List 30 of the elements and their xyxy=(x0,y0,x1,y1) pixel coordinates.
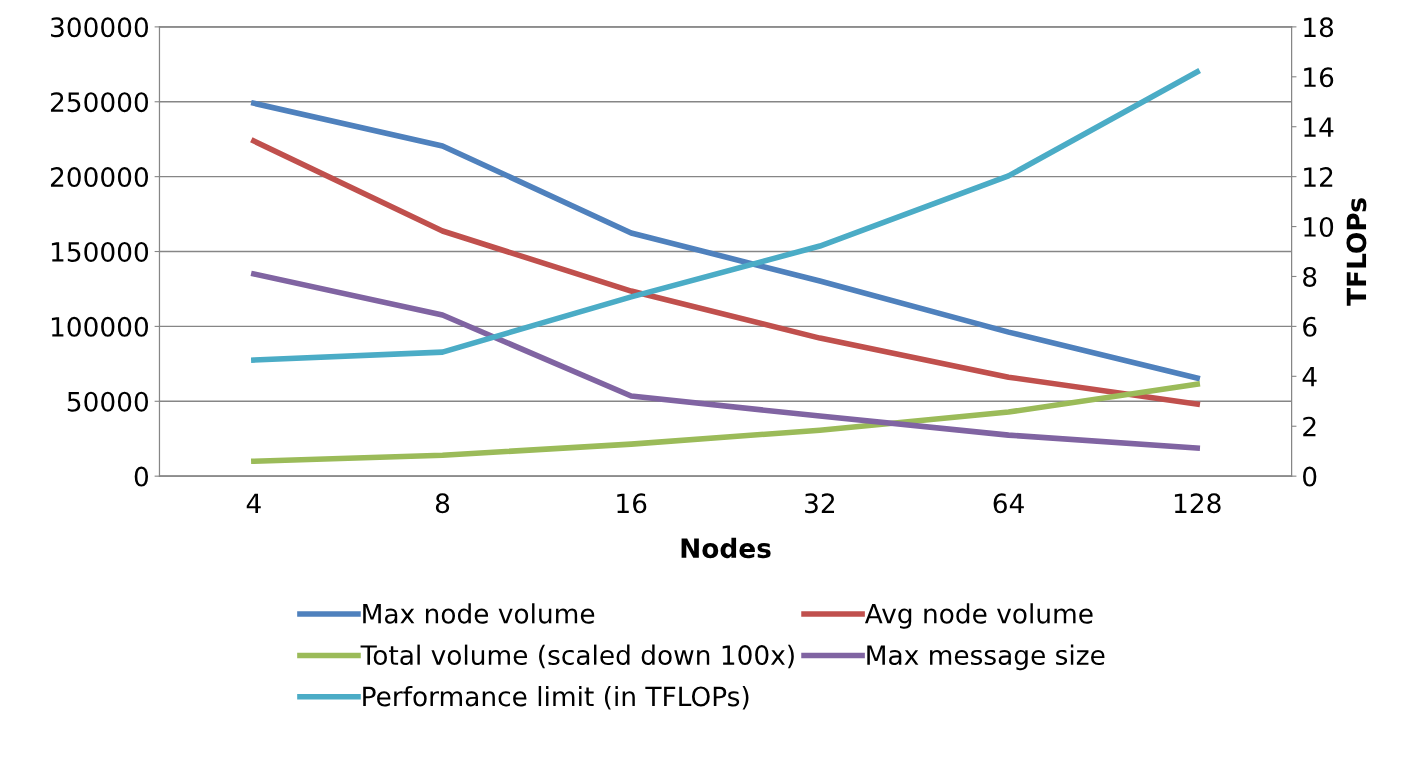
legend-label: Max message size xyxy=(867,644,1105,671)
y-tick-label: 300000 xyxy=(51,17,149,38)
y2-tick-label: 6 xyxy=(1303,316,1317,337)
y2-tick-label: 8 xyxy=(1303,266,1317,287)
y2-tick-label: 18 xyxy=(1304,17,1334,38)
x-tick-label: 8 xyxy=(435,493,450,514)
y-tick-label: 250000 xyxy=(50,92,149,113)
legend-label: Performance limit (in TFLOPs) xyxy=(363,685,749,710)
y2-tick-label: 16 xyxy=(1304,67,1334,88)
y2-tick-label: 14 xyxy=(1304,117,1334,137)
x-axis-title: Nodes xyxy=(681,537,771,559)
y-tick-label: 50000 xyxy=(67,391,149,412)
y-tick-label: 200000 xyxy=(50,167,149,188)
y2-tick-label: 12 xyxy=(1304,167,1333,187)
x-tick-label: 4 xyxy=(246,493,261,513)
y-tick-label: 100000 xyxy=(51,316,149,337)
y-tick-label: 150000 xyxy=(51,241,149,262)
x-tick-label: 16 xyxy=(617,493,647,514)
legend-label: Avg node volume xyxy=(864,603,1093,629)
y2-tick-label: 0 xyxy=(1303,466,1317,487)
x-tick-label: 128 xyxy=(1174,493,1221,514)
legend-label: Max node volume xyxy=(363,603,595,624)
y2-tick-label: 4 xyxy=(1302,367,1317,387)
y2-axis-title: TFLOPs xyxy=(1346,198,1367,306)
y2-tick-label: 10 xyxy=(1304,217,1334,237)
x-tick-label: 64 xyxy=(993,493,1024,514)
y-tick-label: 0 xyxy=(134,466,149,487)
y2-tick-label: 2 xyxy=(1303,416,1316,437)
x-tick-label: 32 xyxy=(805,493,835,514)
legend-label: Total volume (scaled down 100x) xyxy=(360,644,794,669)
